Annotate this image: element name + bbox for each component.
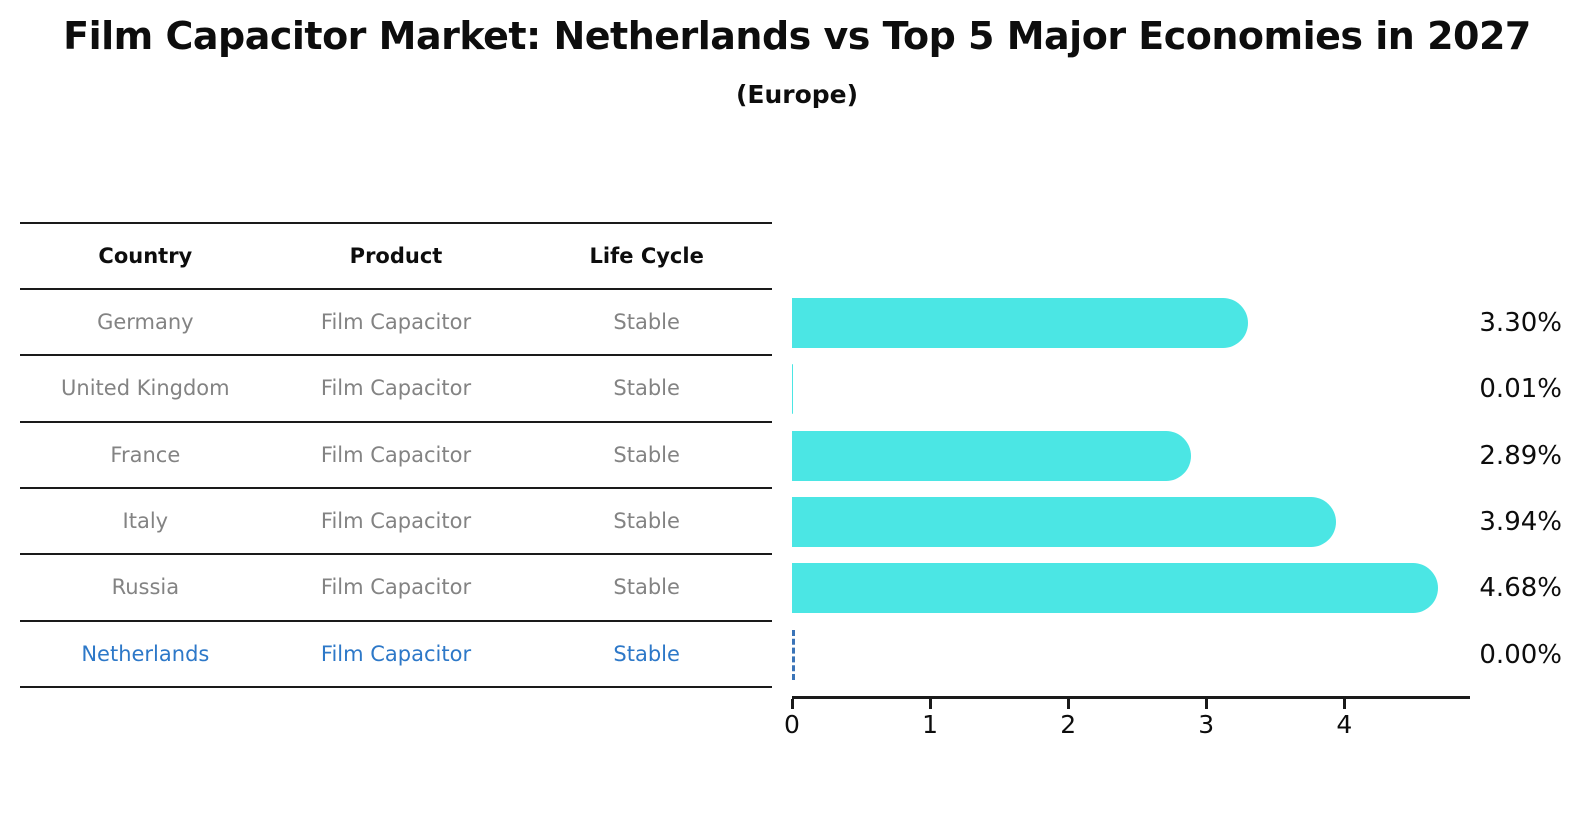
- cell-product: Film Capacitor: [320, 509, 472, 534]
- cell-product: Film Capacitor: [320, 310, 472, 335]
- cell-product: Film Capacitor: [320, 442, 472, 467]
- x-axis-line: [792, 696, 1470, 699]
- bar-row-germany: [792, 290, 1470, 356]
- cell-life-cycle: Stable: [613, 509, 680, 534]
- bar-netherlands: [792, 629, 795, 680]
- cell-country: Italy: [122, 509, 169, 534]
- bar-row-italy: [792, 489, 1470, 555]
- x-axis-tick: [1205, 699, 1209, 709]
- cell-life-cycle: Stable: [613, 641, 680, 666]
- cell-country: Russia: [111, 575, 180, 600]
- cell-country: Netherlands: [81, 641, 210, 666]
- page-title: Film Capacitor Market: Netherlands vs To…: [63, 14, 1531, 58]
- table-row-netherlands: Netherlands Film Capacitor Stable: [20, 622, 772, 688]
- x-axis-tick: [791, 699, 794, 709]
- cell-product: Film Capacitor: [320, 641, 472, 666]
- page-subtitle: (Europe): [735, 80, 859, 109]
- table-row: Germany Film Capacitor Stable: [20, 290, 772, 357]
- value-labels: 3.30% 0.01% 2.89% 3.94% 4.68% 0.00%: [1420, 290, 1562, 688]
- x-tick-label: 2: [1060, 710, 1077, 739]
- value-label-united-kingdom: 0.01%: [1479, 374, 1562, 405]
- bar-row-netherlands: [792, 622, 1470, 688]
- cell-country: France: [110, 442, 181, 467]
- cell-country: United Kingdom: [61, 376, 230, 401]
- x-tick-label: 1: [922, 710, 939, 739]
- x-axis-tick: [1343, 699, 1347, 709]
- value-label-germany: 3.30%: [1479, 308, 1562, 339]
- x-tick-label: 0: [784, 710, 800, 739]
- header-life-cycle: Life Cycle: [589, 244, 704, 268]
- value-label-france: 2.89%: [1479, 440, 1562, 471]
- bar-chart: 0 1 2 3 4: [784, 290, 1470, 756]
- value-label-netherlands: 0.00%: [1479, 639, 1562, 670]
- x-tick-label: 4: [1336, 710, 1353, 739]
- cell-country: Germany: [97, 310, 194, 335]
- header-country: Country: [98, 244, 193, 268]
- x-axis-tick: [929, 699, 933, 709]
- bar-row-russia: [792, 555, 1470, 621]
- cell-life-cycle: Stable: [613, 310, 680, 335]
- bar-italy: [792, 496, 1337, 547]
- table-row: Russia Film Capacitor Stable: [20, 555, 772, 622]
- value-label-italy: 3.94%: [1479, 507, 1562, 538]
- bar-france: [792, 430, 1192, 481]
- table-row: United Kingdom Film Capacitor Stable: [20, 356, 772, 423]
- value-label-russia: 4.68%: [1479, 573, 1562, 604]
- bar-united-kingdom: [792, 364, 794, 415]
- x-axis-tick: [1067, 699, 1071, 709]
- cell-life-cycle: Stable: [613, 442, 680, 467]
- table-row: France Film Capacitor Stable: [20, 423, 772, 489]
- bar-russia: [792, 563, 1439, 614]
- cell-product: Film Capacitor: [320, 575, 472, 600]
- x-tick-label: 3: [1198, 710, 1215, 739]
- table-header-row: Country Product Life Cycle: [20, 224, 772, 290]
- header-product: Product: [349, 244, 443, 268]
- cell-product: Film Capacitor: [320, 376, 472, 401]
- country-table: Country Product Life Cycle Germany Film …: [20, 222, 772, 688]
- bar-germany: [792, 298, 1248, 348]
- table-row: Italy Film Capacitor Stable: [20, 489, 772, 556]
- bar-row-united-kingdom: [792, 356, 1470, 422]
- cell-life-cycle: Stable: [613, 376, 680, 401]
- cell-life-cycle: Stable: [613, 575, 680, 600]
- bar-row-france: [792, 423, 1470, 489]
